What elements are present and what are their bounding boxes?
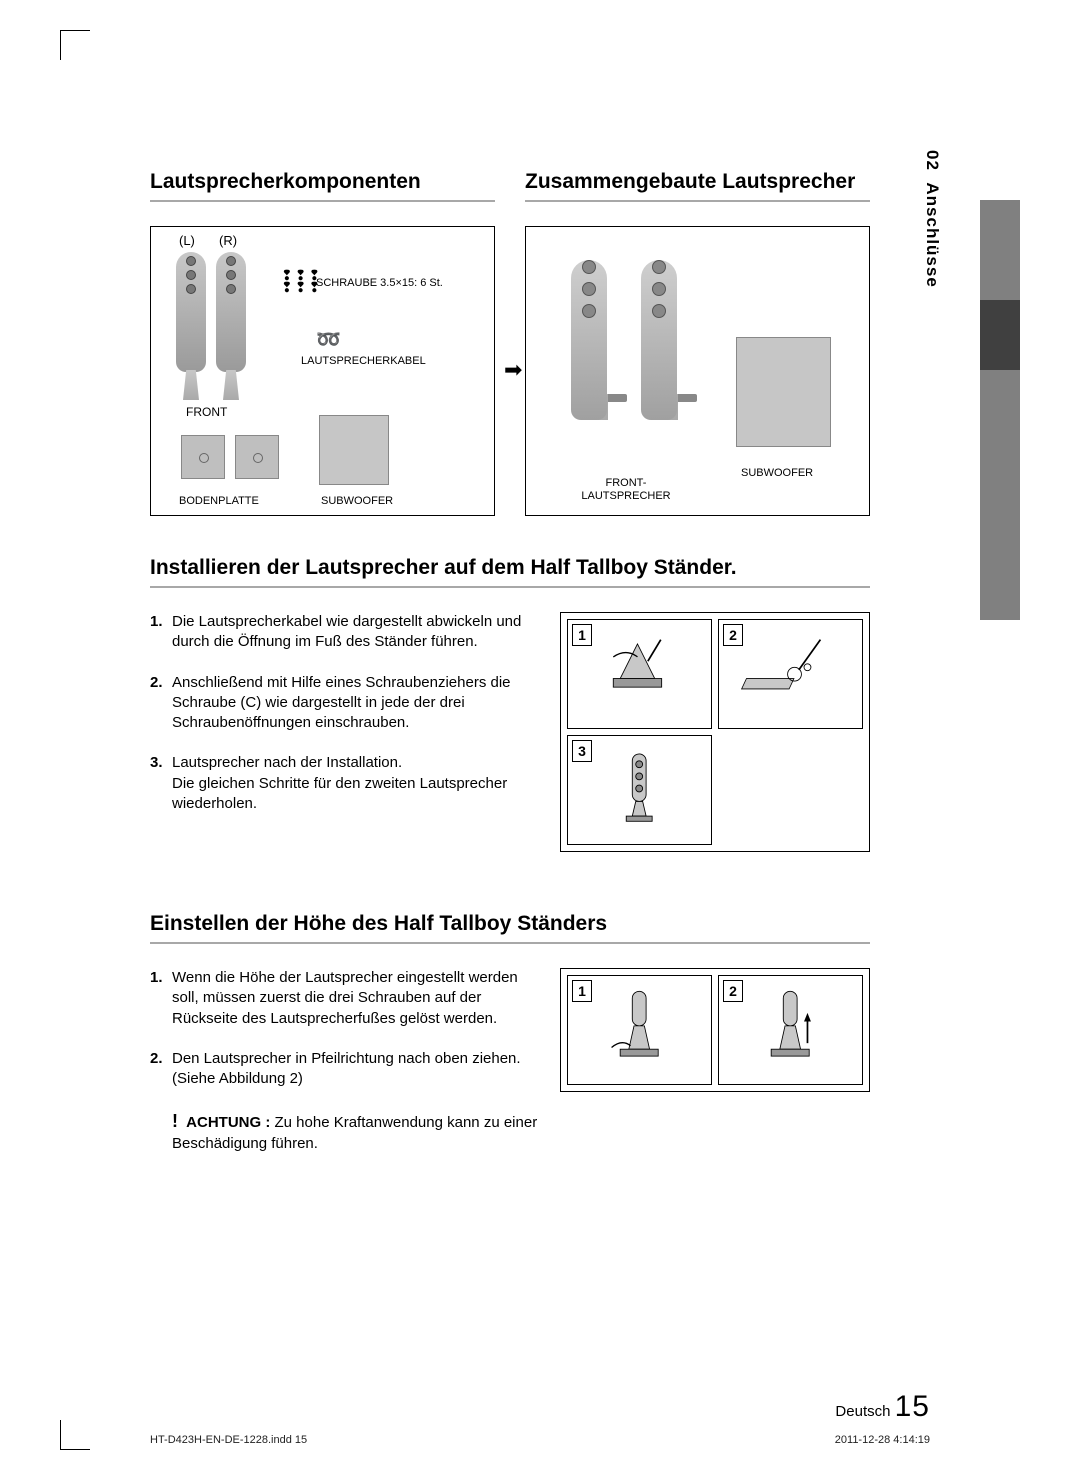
fig3-icon	[582, 747, 696, 833]
label-schraube: SCHRAUBE 3.5×15: 6 St.	[316, 277, 443, 289]
footer-lang: Deutsch	[835, 1403, 890, 1420]
speaker-r-icon	[216, 252, 246, 372]
install-steps: Die Lautsprecherkabel wie dargestellt ab…	[150, 612, 540, 814]
assembled-speaker-2-icon	[641, 252, 697, 402]
label-subwoofer-2: SUBWOOFER	[741, 467, 813, 479]
heading-height: Einstellen der Höhe des Half Tallboy Stä…	[150, 912, 870, 944]
side-tab-bg	[980, 200, 1020, 620]
label-cable: LAUTSPRECHERKABEL	[301, 355, 426, 367]
hfig1-icon	[582, 987, 696, 1073]
imprint: HT-D423H-EN-DE-1228.indd 15 2011-12-28 4…	[150, 1434, 930, 1446]
height-figures: 1 2	[560, 968, 870, 1092]
imprint-date: 2011-12-28 4:14:19	[835, 1434, 930, 1446]
hfig-num-1: 1	[572, 980, 592, 1002]
side-tab: 02 Anschlüsse	[922, 150, 942, 288]
page: 02 Anschlüsse Lautsprecherkomponenten (L…	[60, 30, 1020, 1450]
install-step-3: Lautsprecher nach der Installation. Die …	[150, 753, 540, 814]
warning-label: ACHTUNG :	[186, 1114, 270, 1131]
arrow-right-icon: ➡	[504, 357, 522, 383]
fig-num-1: 1	[572, 624, 592, 646]
subwoofer-big-icon	[736, 337, 831, 447]
footer: Deutsch 15	[60, 1390, 1020, 1424]
height-fig-2: 2	[718, 975, 863, 1085]
baseplate-2-icon	[235, 435, 279, 479]
heading-install: Installieren der Lautsprecher auf dem Ha…	[150, 556, 870, 588]
hfig2-icon	[733, 987, 847, 1073]
height-fig-1: 1	[567, 975, 712, 1085]
figure-components: (L) (R) FRONT ❢❢❢❢❢❢ SCHRAUBE 3.5×15: 6 …	[150, 226, 495, 516]
content: Lautsprecherkomponenten (L) (R) FRONT ❢❢…	[150, 170, 870, 1154]
height-steps: Wenn die Höhe der Lautsprecher eingestel…	[150, 968, 540, 1089]
assembled-speaker-1-icon	[571, 252, 627, 402]
fig-num-3: 3	[572, 740, 592, 762]
page-number: Deutsch 15	[835, 1390, 930, 1424]
hfig-num-2: 2	[723, 980, 743, 1002]
install-figures: 1 2	[560, 612, 870, 852]
label-r: (R)	[219, 233, 237, 248]
heading-assembled: Zusammengebaute Lautsprecher	[525, 170, 870, 202]
fig-num-2: 2	[723, 624, 743, 646]
label-subwoofer: SUBWOOFER	[321, 495, 393, 507]
crop-mark-bl	[60, 1420, 90, 1450]
warning: ! ACHTUNG : Zu hohe Kraftanwendung kann …	[150, 1109, 540, 1154]
install-step-1: Die Lautsprecherkabel wie dargestellt ab…	[150, 612, 540, 653]
height-step-1: Wenn die Höhe der Lautsprecher eingestel…	[150, 968, 540, 1029]
chapter-title: Anschlüsse	[923, 182, 942, 287]
subwoofer-small-icon	[319, 415, 389, 485]
crop-mark-tl	[60, 30, 90, 60]
label-front: FRONT	[186, 405, 227, 419]
fig2-icon	[733, 631, 847, 717]
label-front-lautsprecher: FRONT- LAUTSPRECHER	[576, 477, 676, 503]
imprint-file: HT-D423H-EN-DE-1228.indd 15	[150, 1434, 307, 1446]
install-step-2: Anschließend mit Hilfe eines Schraubenzi…	[150, 673, 540, 734]
install-fig-1: 1	[567, 619, 712, 729]
baseplate-1-icon	[181, 435, 225, 479]
side-tab-active	[980, 300, 1020, 370]
label-l: (L)	[179, 233, 195, 248]
install-fig-2: 2	[718, 619, 863, 729]
heading-components: Lautsprecherkomponenten	[150, 170, 495, 202]
height-step-2: Den Lautsprecher in Pfeilrichtung nach o…	[150, 1049, 540, 1090]
figure-assembled: ➡ FRONT- LAUTSPRECHER SUBWOOFER	[525, 226, 870, 516]
install-fig-3: 3	[567, 735, 712, 845]
label-bodenplatte: BODENPLATTE	[179, 495, 259, 507]
chapter-number: 02	[923, 150, 942, 171]
footer-page: 15	[895, 1390, 930, 1423]
warning-icon: !	[172, 1111, 178, 1131]
fig1-icon	[582, 631, 696, 717]
cable-icon: ➿	[316, 327, 341, 352]
speaker-l-icon	[176, 252, 206, 372]
